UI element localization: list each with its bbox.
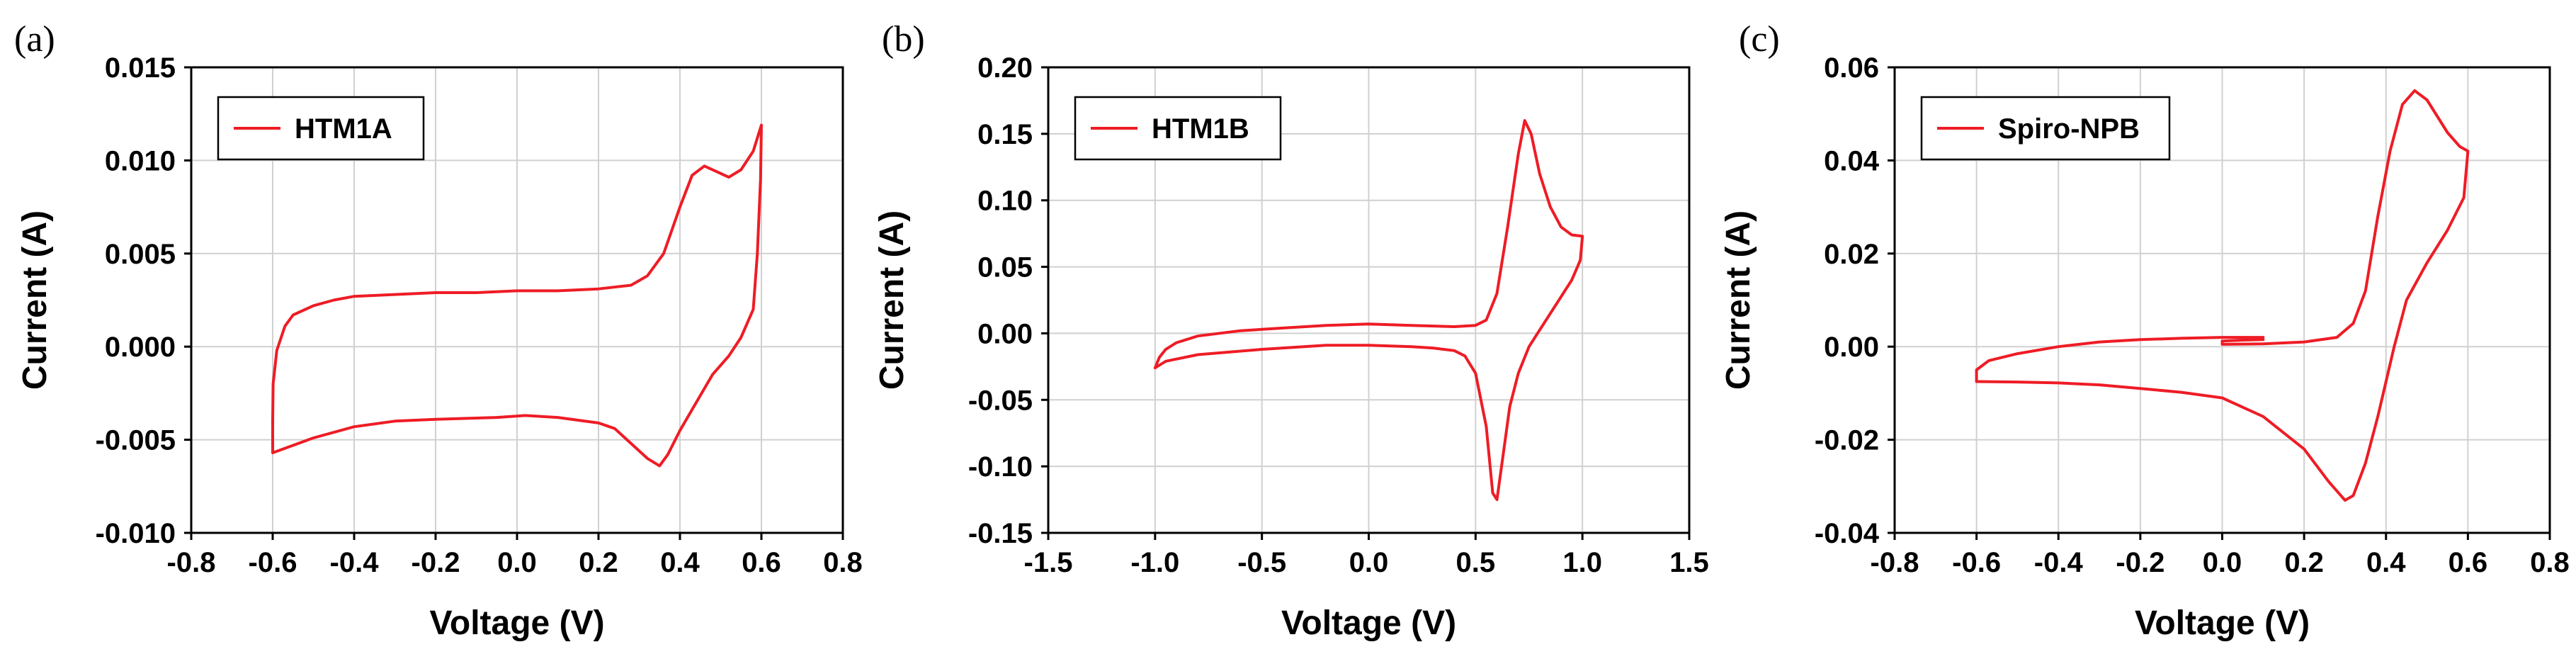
- y-tick-label: -0.15: [968, 518, 1033, 549]
- y-tick-label: 0.05: [977, 252, 1033, 283]
- x-tick-label: 0.8: [823, 547, 863, 578]
- x-tick-label: 0.2: [2284, 547, 2324, 578]
- y-tick-label: -0.010: [96, 518, 176, 549]
- x-tick-label: 0.4: [2366, 547, 2406, 578]
- panel-label: (b): [882, 19, 925, 60]
- legend-label: HTM1B: [1152, 113, 1249, 145]
- y-tick-label: -0.005: [96, 425, 176, 456]
- y-tick-label: -0.02: [1815, 425, 1879, 456]
- y-tick-label: -0.05: [968, 385, 1033, 416]
- y-tick-label: 0.06: [1824, 52, 1879, 84]
- legend-label: Spiro-NPB: [1998, 113, 2140, 145]
- x-tick-label: 0.0: [2203, 547, 2242, 578]
- y-tick-label: 0.02: [1824, 239, 1879, 270]
- y-tick-label: 0.010: [105, 145, 176, 176]
- x-tick-label: 0.0: [1349, 547, 1389, 578]
- y-axis-title: Current (A): [1720, 210, 1757, 390]
- x-tick-label: -0.4: [330, 547, 380, 578]
- panel-b: -1.5 -1.0 -0.5 0.0 0.5 1.0 1.5 -0.15 -0.10 -0.05 0…: [873, 19, 1709, 642]
- legend: HTM1A: [217, 96, 425, 161]
- x-tick-label: -0.6: [1952, 547, 2001, 578]
- y-axis-title: Current (A): [873, 210, 911, 390]
- x-axis-title: Voltage (V): [1281, 604, 1456, 642]
- panel-label: (c): [1739, 19, 1780, 60]
- x-axis-title: Voltage (V): [429, 604, 604, 642]
- y-tick-label: 0.15: [977, 119, 1033, 150]
- x-tick-label: 0.4: [660, 547, 700, 578]
- x-tick-label: -0.2: [2116, 547, 2164, 578]
- panel-label: (a): [14, 19, 55, 60]
- y-tick-label: 0.20: [977, 52, 1033, 84]
- x-tick-label: -0.2: [412, 547, 460, 578]
- x-tick-label: -1.5: [1024, 547, 1073, 578]
- x-tick-label: -0.5: [1237, 547, 1286, 578]
- panel-a: -0.8 -0.6 -0.4 -0.2 0.0 0.2 0.4 0.6 0.8 -0.010 -0.…: [14, 19, 863, 642]
- x-axis-title: Voltage (V): [2135, 604, 2310, 642]
- panel-c: -0.8 -0.6 -0.4 -0.2 0.0 0.2 0.4 0.6 0.8 -0.04 -0.0…: [1720, 19, 2570, 642]
- x-tick-label: -1.0: [1130, 547, 1179, 578]
- y-tick-label: -0.10: [968, 451, 1033, 483]
- legend: Spiro-NPB: [1920, 96, 2171, 161]
- x-tick-label: 1.0: [1562, 547, 1602, 578]
- x-tick-label: -0.4: [2034, 547, 2084, 578]
- legend-label: HTM1A: [295, 113, 392, 145]
- legend: HTM1B: [1074, 96, 1282, 161]
- x-tick-label: 0.8: [2530, 547, 2570, 578]
- y-tick-label: 0.10: [977, 186, 1033, 217]
- x-tick-label: 0.0: [497, 547, 537, 578]
- x-tick-label: 0.5: [1456, 547, 1496, 578]
- y-tick-label: 0.005: [105, 239, 176, 270]
- series-line-htm1a: [271, 123, 763, 468]
- series-line-spiro-npb: [1975, 89, 2470, 502]
- x-tick-label: 0.2: [579, 547, 618, 578]
- y-tick-label: 0.04: [1824, 145, 1880, 176]
- x-tick-label: -0.6: [249, 547, 297, 578]
- y-axis-title: Current (A): [16, 210, 54, 390]
- x-tick-label: -0.8: [1871, 547, 1919, 578]
- series-line-htm1b: [1153, 119, 1584, 502]
- x-tick-label: 0.6: [2449, 547, 2488, 578]
- x-tick-label: 1.5: [1669, 547, 1709, 578]
- y-tick-label: 0.015: [105, 52, 176, 84]
- y-tick-label: 0.00: [1824, 332, 1879, 363]
- y-tick-label: 0.00: [977, 318, 1033, 349]
- x-tick-label: 0.6: [742, 547, 781, 578]
- x-tick-label: -0.8: [167, 547, 216, 578]
- y-tick-label: 0.000: [105, 332, 176, 363]
- y-tick-label: -0.04: [1815, 518, 1880, 549]
